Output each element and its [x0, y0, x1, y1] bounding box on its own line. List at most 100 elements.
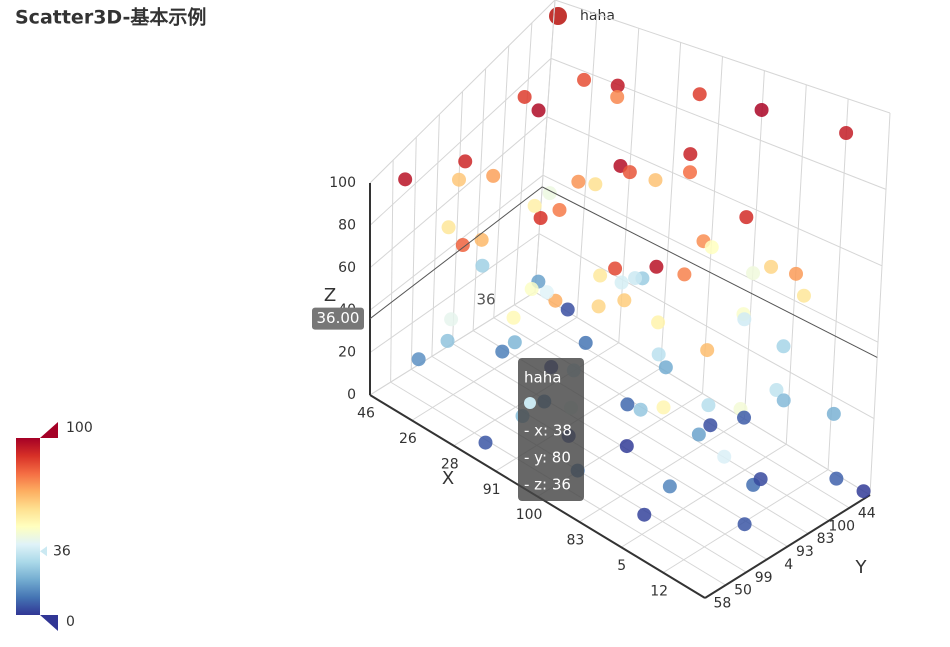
visual-map-handle[interactable]	[40, 615, 58, 631]
wall-grid	[493, 45, 510, 318]
y-tick-label: 4	[784, 557, 793, 573]
z-tick-label: 60	[338, 260, 356, 276]
y-tick-label: 100	[828, 518, 855, 534]
y-axis	[704, 494, 871, 599]
x-tick-label: 12	[650, 583, 668, 599]
x-tick-label: 46	[357, 406, 375, 422]
point	[411, 352, 426, 367]
grid-line	[538, 233, 875, 420]
point	[656, 400, 671, 415]
point	[737, 312, 752, 327]
grid-line	[534, 291, 871, 496]
point	[542, 186, 557, 201]
z-axis-name: Z	[324, 285, 336, 306]
point	[769, 383, 784, 398]
point	[539, 285, 554, 300]
point	[495, 344, 510, 359]
y-axis-name: Y	[855, 557, 868, 578]
point	[691, 427, 706, 442]
point	[826, 406, 841, 421]
y-tick-label: 50	[734, 583, 752, 599]
point	[651, 315, 666, 330]
visual-map-bar[interactable]	[16, 438, 40, 615]
visual-map-handle[interactable]	[40, 422, 58, 438]
point	[455, 238, 470, 253]
wall-grid	[869, 112, 891, 496]
point	[703, 418, 718, 433]
point	[588, 177, 603, 192]
floor-grid	[514, 304, 850, 509]
point	[704, 240, 719, 255]
point	[608, 261, 623, 276]
point	[633, 402, 648, 417]
point	[444, 312, 459, 327]
point	[619, 439, 634, 454]
point	[737, 517, 752, 532]
point	[578, 335, 593, 350]
wall-grid	[785, 84, 807, 445]
x-tick-label: 83	[566, 533, 584, 549]
legend-label[interactable]: haha	[580, 8, 615, 24]
point	[452, 172, 466, 187]
point	[548, 293, 563, 308]
point	[683, 147, 698, 162]
wall-grid	[660, 42, 682, 369]
wall-grid	[452, 91, 463, 344]
point	[531, 103, 546, 118]
y-tick-label: 99	[755, 570, 773, 586]
point	[614, 275, 629, 290]
y-tick-label: 93	[796, 544, 814, 560]
point	[507, 335, 522, 350]
point	[610, 90, 625, 104]
visual-map-max: 100	[66, 420, 93, 436]
point	[593, 268, 608, 283]
point	[475, 258, 490, 273]
point	[517, 89, 532, 104]
point	[692, 87, 707, 102]
tooltip-line: - x: 38	[524, 422, 572, 440]
wall-grid	[618, 28, 640, 343]
point	[637, 507, 652, 522]
floor-grid	[431, 355, 768, 560]
point	[776, 393, 791, 408]
point	[440, 333, 455, 348]
point	[591, 299, 606, 314]
wall-grid	[431, 114, 440, 357]
tooltip-line: - y: 80	[524, 449, 571, 467]
plot-area: 0204060801004626289110083512585099493831…	[312, 0, 891, 612]
wall-grid	[702, 56, 723, 394]
wall-grid	[743, 70, 765, 419]
x-axis-name: X	[442, 468, 454, 489]
point	[789, 266, 804, 281]
axis-pointer	[369, 186, 543, 320]
tooltip: haha - x: 38 - y: 80 - z: 36	[518, 358, 584, 501]
point	[486, 168, 501, 183]
z-tick-label: 20	[338, 345, 356, 361]
point	[577, 72, 592, 87]
point	[398, 172, 413, 187]
floor-grid	[493, 317, 830, 522]
point	[776, 339, 791, 354]
point	[701, 398, 716, 413]
grid-line	[542, 174, 879, 343]
visual-map-min: 0	[66, 614, 75, 630]
x-tick-label: 5	[617, 558, 626, 574]
x-tick-label: 100	[516, 507, 543, 523]
wall-grid	[410, 137, 417, 370]
x-tick-label: 26	[399, 431, 417, 447]
grid-line	[554, 0, 891, 114]
legend-marker[interactable]	[549, 7, 567, 25]
z-tick-label: 0	[347, 387, 356, 403]
y-tick-label: 58	[713, 596, 731, 612]
point	[753, 472, 768, 487]
point	[717, 449, 732, 464]
grid-line	[369, 233, 540, 354]
point	[474, 232, 489, 247]
tooltip-line: - z: 36	[524, 476, 571, 494]
grid-line	[369, 0, 556, 184]
point	[839, 125, 854, 140]
point	[649, 259, 664, 274]
point	[506, 310, 521, 325]
point	[478, 435, 493, 450]
